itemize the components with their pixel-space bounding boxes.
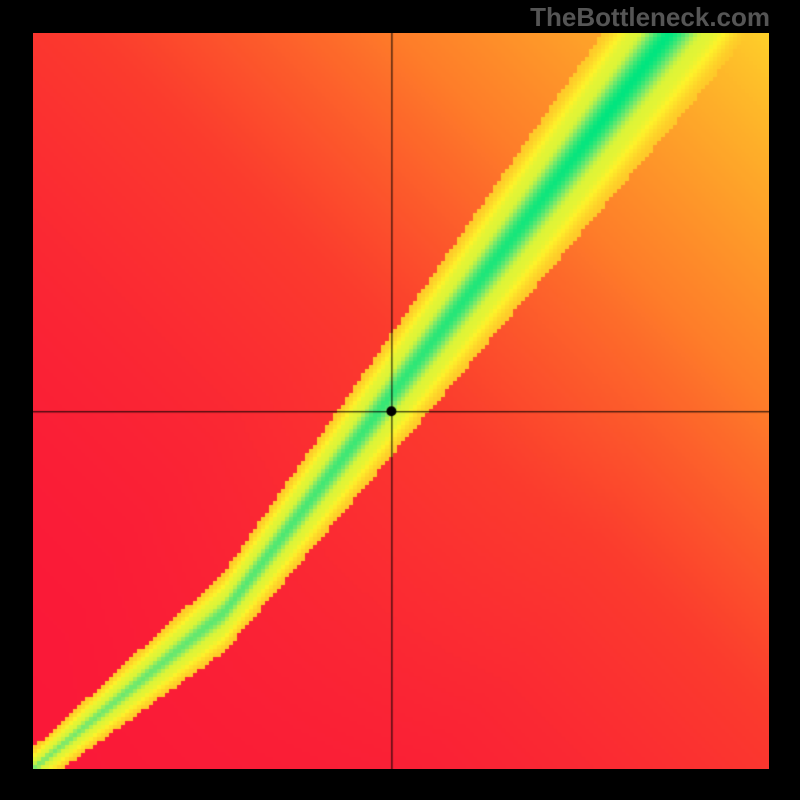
watermark-text: TheBottleneck.com xyxy=(530,2,770,33)
chart-container: TheBottleneck.com xyxy=(0,0,800,800)
plot-area xyxy=(33,33,769,769)
heatmap-canvas xyxy=(33,33,769,769)
